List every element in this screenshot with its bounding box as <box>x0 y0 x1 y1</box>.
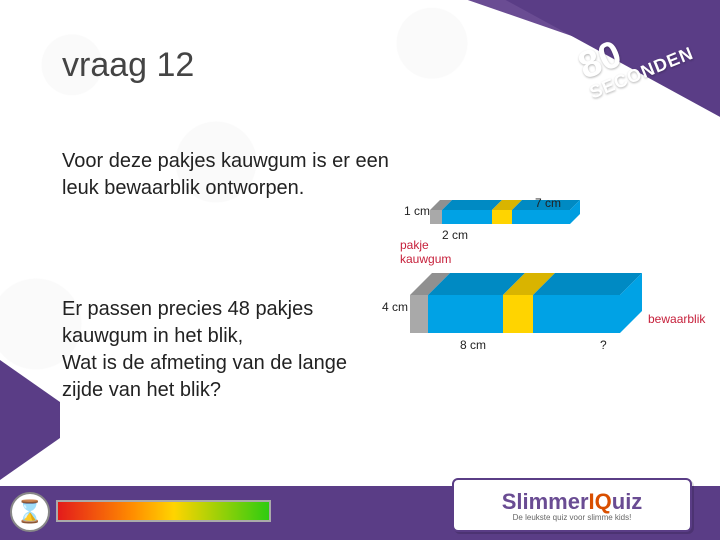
bewaarblik-front-face <box>410 295 620 333</box>
footer: ⌛ SlimmerIQuiz De leukste quiz voor slim… <box>0 470 720 540</box>
bewaarblik-label: bewaarblik <box>648 312 705 326</box>
logo-card: SlimmerIQuiz De leukste quiz voor slimme… <box>452 478 692 532</box>
intro-paragraph: Voor deze pakjes kauwgum is er een leuk … <box>62 148 422 202</box>
figure-zone: 1 cm 2 cm 7 cm pakje kauwgum 4 cm 8 cm ?… <box>400 200 710 400</box>
pakje-front-face <box>430 210 570 224</box>
logo-subtitle: De leukste quiz voor slimme kids! <box>513 513 632 522</box>
pakje-dim-width: 7 cm <box>535 196 561 210</box>
progress-bar-track <box>56 500 271 522</box>
logo-part2: IQ <box>589 489 612 514</box>
bewaarblik-dim-height: 4 cm <box>382 300 408 314</box>
progress-bar-fill <box>58 502 269 520</box>
hourglass-icon: ⌛ <box>10 492 50 532</box>
bewaarblik-prism <box>410 295 620 355</box>
logo-text: SlimmerIQuiz <box>502 489 643 515</box>
bewaarblik-top-face <box>410 273 642 295</box>
question-title: vraag 12 <box>62 46 194 85</box>
bewaarblik-dim-width: ? <box>600 338 607 352</box>
question-paragraph: Er passen precies 48 pakjes kauwgum in h… <box>62 296 362 404</box>
logo-part1: Slimmer <box>502 489 589 514</box>
logo-part3: uiz <box>612 489 643 514</box>
bewaarblik-dim-depth: 8 cm <box>460 338 486 352</box>
pakje-label: pakje kauwgum <box>400 238 451 266</box>
pakje-dim-height: 1 cm <box>404 204 430 218</box>
